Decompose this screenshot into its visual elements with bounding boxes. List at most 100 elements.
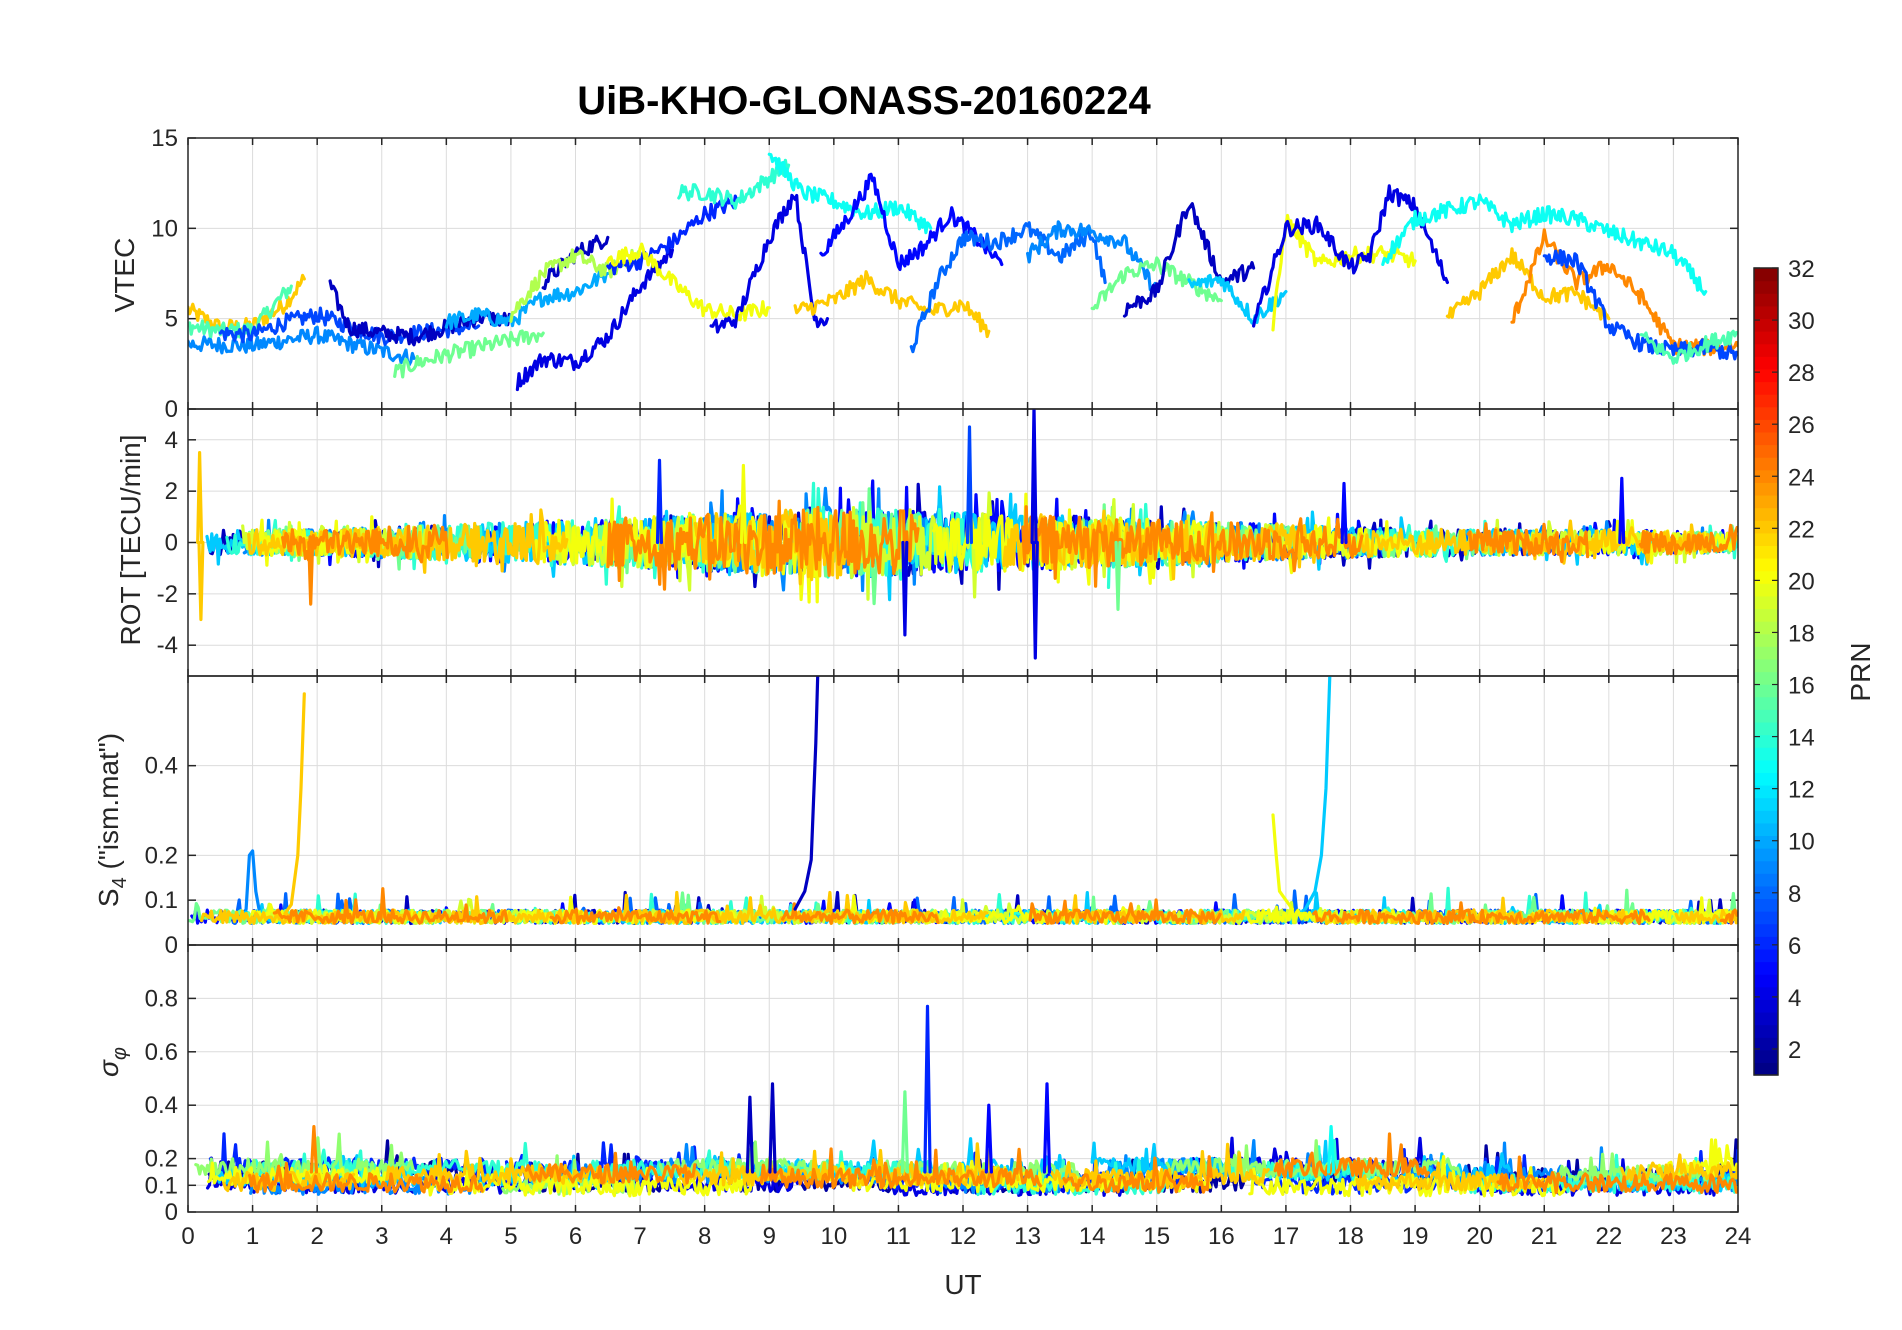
colorbar-swatch: [1754, 356, 1778, 370]
colorbar-swatch: [1754, 797, 1778, 811]
colorbar-swatch: [1754, 280, 1778, 294]
colorbar-tick-label: 6: [1788, 933, 1801, 960]
rot-spike-prn-4: [1031, 540, 1039, 660]
colorbar-swatch: [1754, 431, 1778, 446]
vtec-series-prn-3: [1122, 202, 1256, 318]
colorbar-swatch: [1754, 721, 1778, 736]
colorbar-swatch: [1754, 772, 1778, 786]
colorbar-swatch: [1754, 974, 1778, 988]
colorbar-tick-label: 22: [1788, 516, 1815, 543]
sigma-xtick-label: 2: [310, 1223, 323, 1250]
sigma-xtick-label: 6: [569, 1223, 582, 1250]
vtec-ytick-label: 10: [151, 215, 178, 242]
colorbar-tick-label: 12: [1788, 777, 1815, 804]
rot-series-prn-24: [281, 523, 449, 564]
sigma-xtick-label: 23: [1660, 1223, 1687, 1250]
colorbar-swatch: [1754, 848, 1778, 862]
sigma-ylabel-subscript: φ: [109, 1047, 131, 1060]
colorbar-swatch: [1754, 684, 1778, 698]
colorbar-swatch: [1754, 583, 1778, 597]
s4-panel: 0 0.1 0.2 0.4: [145, 675, 1739, 959]
rot-panel: -4 -2 0 2 4: [157, 408, 1739, 677]
sigma-xtick-label: 24: [1725, 1223, 1752, 1250]
colorbar-swatch: [1754, 343, 1778, 357]
colorbar-swatch: [1754, 532, 1778, 547]
vtec-series-prn-13: [1381, 193, 1708, 296]
sigma-xtick-label: 5: [504, 1223, 517, 1250]
colorbar-swatch: [1754, 1011, 1778, 1026]
rot-spike-prn-20: [739, 463, 747, 545]
sigma-axes-box: [187, 944, 1739, 1213]
colorbar-swatch: [1754, 898, 1778, 912]
colorbar-swatch: [1754, 671, 1778, 685]
s4-ylabel: S4 ("ism.mat"): [93, 733, 131, 907]
colorbar-tick-label: 14: [1788, 725, 1815, 752]
colorbar-swatch: [1754, 658, 1778, 673]
s4-ylabel-rest: ("ism.mat"): [93, 733, 124, 877]
colorbar-label: PRN: [1845, 642, 1876, 701]
colorbar-swatch: [1754, 784, 1778, 799]
sigma-series-prn-24: [759, 1147, 1042, 1190]
s4-series-prn-24: [1312, 901, 1651, 925]
vtec-series-prn-3: [328, 279, 513, 347]
colorbar-tick-label: 2: [1788, 1037, 1801, 1064]
rot-series-prn-24: [1638, 523, 1738, 556]
s4-ytick-label: 0.1: [145, 887, 178, 914]
colorbar-swatch: [1754, 948, 1778, 963]
colorbar-tick-label: 32: [1788, 256, 1815, 283]
colorbar-swatch: [1754, 293, 1778, 307]
colorbar-swatch: [1754, 419, 1778, 433]
sigma-spike-prn-24: [309, 1125, 319, 1174]
colorbar-swatch: [1754, 860, 1778, 874]
s4-series-prn-24: [272, 887, 509, 925]
rot-plot-area: [196, 409, 1738, 660]
colorbar-swatch: [1754, 885, 1778, 900]
colorbar-tick-label: 4: [1788, 985, 1801, 1012]
s4-spike-prn-20: [1271, 813, 1294, 911]
colorbar-swatch: [1754, 759, 1778, 773]
colorbar-swatch: [1754, 911, 1778, 925]
x-axis-label: UT: [944, 1269, 981, 1300]
sigma-xtick-label: 17: [1273, 1223, 1300, 1250]
s4-ytick-label: 0: [165, 932, 178, 959]
vtec-series-prn-8: [909, 221, 1107, 354]
s4-spike-prn-11: [1303, 676, 1332, 911]
colorbar-swatch: [1754, 595, 1778, 610]
vtec-ytick-label: 15: [151, 125, 178, 152]
s4-ytick-label: 0.2: [145, 842, 178, 869]
rot-spike-prn-5: [1340, 481, 1348, 545]
rot-spike-prn-24: [307, 540, 315, 606]
rot-spike-prn-4: [1030, 409, 1038, 545]
vtec-series-prn-15: [1639, 329, 1738, 365]
vtec-series-prn-9: [1026, 220, 1159, 294]
sigma-series-prn-24: [1496, 1155, 1738, 1195]
colorbar-swatch: [1754, 331, 1778, 345]
sigma-xtick-label: 13: [1014, 1223, 1041, 1250]
rot-ytick-label: -2: [157, 581, 178, 608]
colorbar-tick-label: 26: [1788, 412, 1815, 439]
sigma-ytick-label: 0.8: [145, 985, 178, 1012]
colorbar-swatch: [1754, 570, 1778, 584]
sigma-xtick-label: 9: [763, 1223, 776, 1250]
sigma-xtick-label: 7: [633, 1223, 646, 1250]
colorbar-tick-label: 18: [1788, 620, 1815, 647]
rot-spike-prn-7: [965, 425, 973, 545]
s4-ylabel-main: S: [93, 888, 124, 907]
colorbar-swatch: [1754, 1037, 1778, 1051]
rot-ylabel: ROT [TECU/min]: [115, 434, 146, 645]
sigma-xtick-label: 15: [1143, 1223, 1170, 1250]
colorbar-swatch: [1754, 961, 1778, 975]
colorbar-swatch: [1754, 318, 1778, 332]
colorbar-tick-label: 10: [1788, 829, 1815, 856]
colorbar-swatch: [1754, 608, 1778, 622]
vtec-plot-area: [188, 152, 1738, 392]
rot-spike-prn-22: [196, 451, 204, 545]
colorbar-swatch: [1754, 633, 1778, 647]
s4-series-prn-24: [781, 902, 940, 925]
colorbar-swatch: [1754, 368, 1778, 383]
sigma-spike-prn-3: [768, 1082, 777, 1174]
sigma-xtick-label: 3: [375, 1223, 388, 1250]
sigma-spike-prn-5: [984, 1103, 993, 1174]
s4-series-prn-24: [549, 906, 722, 925]
